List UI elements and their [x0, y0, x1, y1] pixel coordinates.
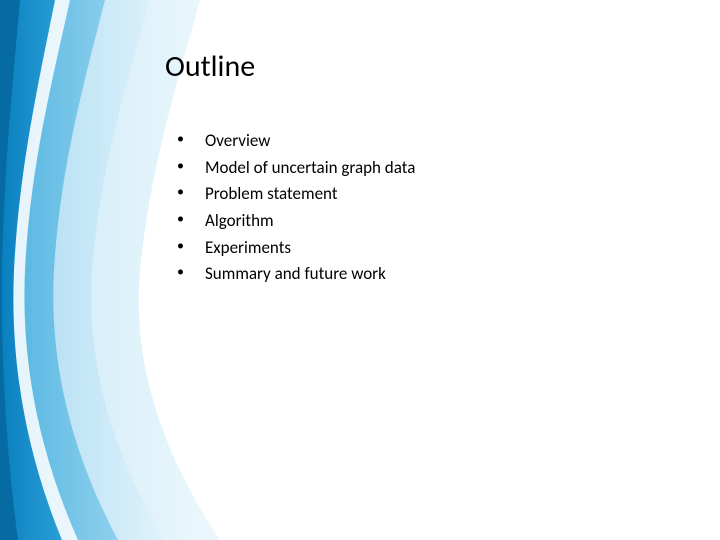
bullet-item: Summary and future work [177, 262, 680, 287]
bullet-item: Overview [177, 129, 680, 154]
bullet-item: Model of uncertain graph data [177, 156, 680, 181]
bullet-item: Problem statement [177, 182, 680, 207]
slide-content: Outline Overview Model of uncertain grap… [165, 48, 680, 289]
bullet-list: Overview Model of uncertain graph data P… [165, 129, 680, 287]
bullet-item: Experiments [177, 236, 680, 261]
slide-title: Outline [165, 48, 680, 85]
bullet-item: Algorithm [177, 209, 680, 234]
